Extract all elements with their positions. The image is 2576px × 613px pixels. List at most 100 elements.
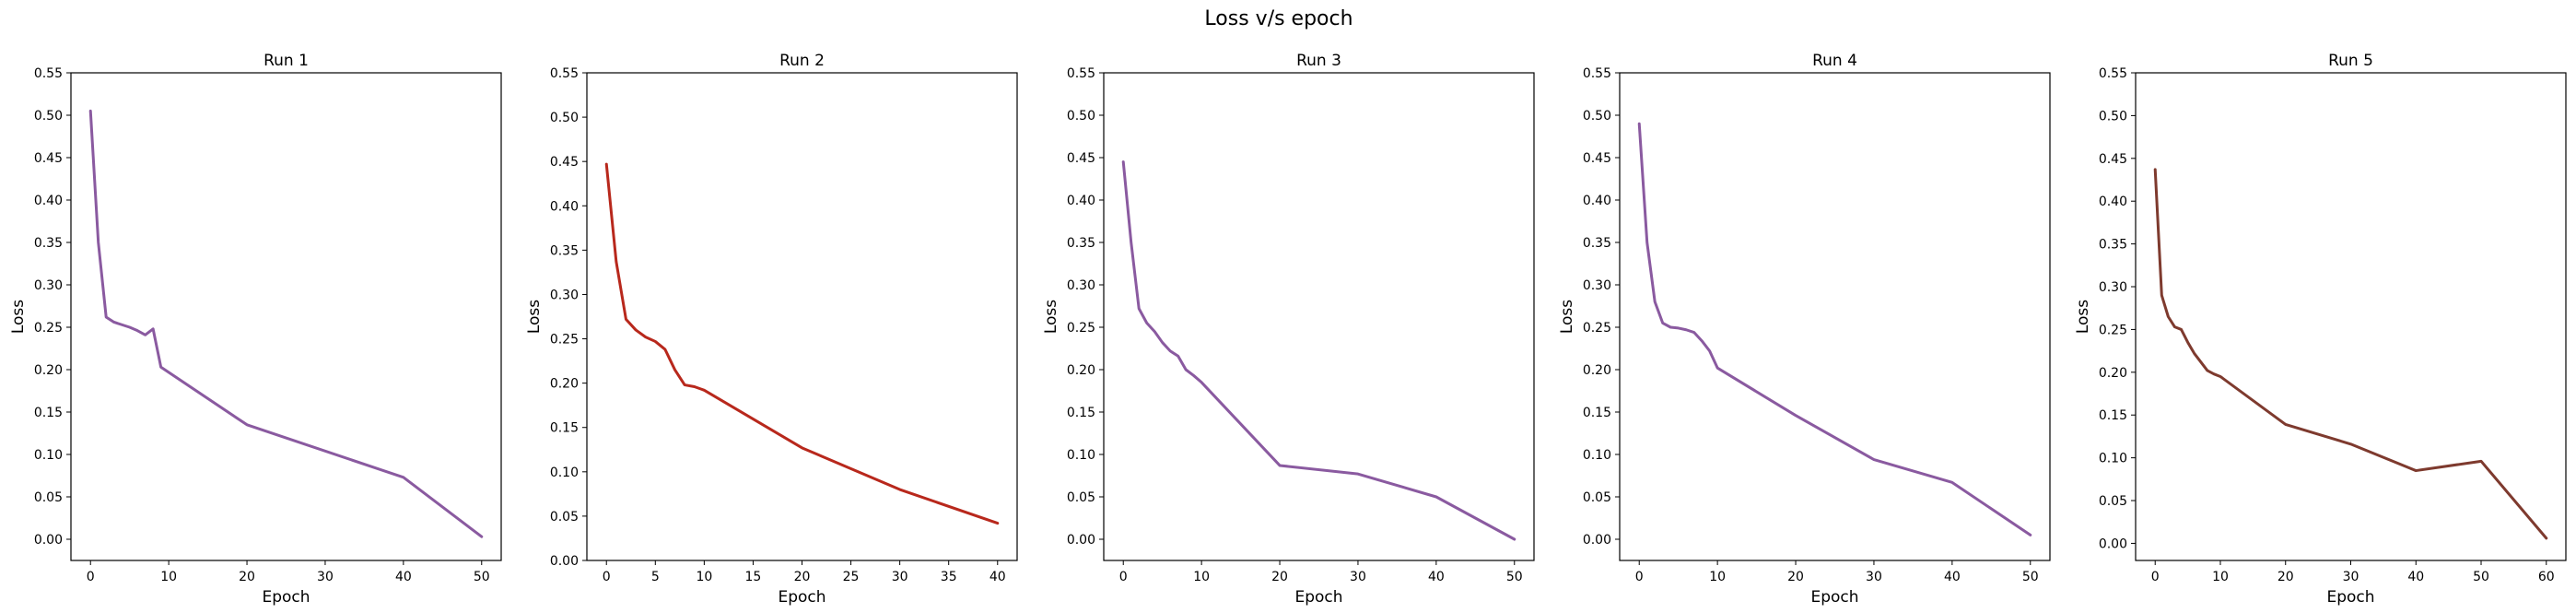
- y-tick-label: 0.50: [550, 111, 579, 125]
- x-tick-label: 40: [989, 570, 1006, 584]
- y-tick-label: 0.05: [550, 510, 579, 525]
- y-tick-label: 0.55: [34, 66, 63, 81]
- series-line: [604, 162, 1000, 525]
- y-tick-label: 0.45: [34, 151, 63, 166]
- y-tick-label: 0.20: [1067, 363, 1095, 378]
- x-tick-label: 0: [1635, 570, 1644, 584]
- y-tick-label: 0.05: [34, 490, 63, 505]
- x-tick-label: 30: [2343, 570, 2359, 584]
- y-tick-label: 0.45: [550, 155, 579, 170]
- x-tick-label: 50: [2473, 570, 2489, 584]
- y-tick-label: 0.50: [34, 109, 63, 124]
- x-tick-label: 0: [87, 570, 95, 584]
- y-tick-label: 0.35: [34, 236, 63, 251]
- x-axis-label: Epoch: [1810, 588, 1858, 607]
- x-tick-label: 15: [745, 570, 762, 584]
- y-tick-label: 0.05: [1583, 490, 1611, 505]
- subplot-title: Run 2: [779, 52, 825, 70]
- y-tick-label: 0.25: [1583, 321, 1611, 336]
- x-tick-label: 5: [651, 570, 660, 584]
- y-tick-label: 0.40: [1583, 194, 1611, 208]
- y-tick-label: 0.20: [2099, 366, 2127, 381]
- y-tick-label: 0.00: [34, 533, 63, 548]
- series-line: [88, 109, 484, 538]
- x-tick-label: 50: [474, 570, 490, 584]
- axes-frame: [586, 72, 1018, 561]
- y-tick-label: 0.55: [550, 66, 579, 81]
- x-tick-label: 30: [1350, 570, 1366, 584]
- x-tick-label: 0: [2151, 570, 2160, 584]
- y-tick-label: 0.00: [1583, 533, 1611, 548]
- series-line: [1637, 122, 2032, 536]
- x-tick-label: 0: [1119, 570, 1128, 584]
- y-tick-label: 0.00: [1067, 533, 1095, 548]
- y-tick-label: 0.15: [34, 406, 63, 420]
- x-axis-label: Epoch: [2326, 588, 2374, 607]
- x-tick-label: 10: [160, 570, 177, 584]
- x-tick-label: 60: [2538, 570, 2555, 584]
- x-tick-label: 20: [1787, 570, 1804, 584]
- y-axis-label: Loss: [1042, 300, 1060, 334]
- subplot-run-5: Run 5 0.00 0.05 0.10 0.15 0.20 0.25 0.30 0.35 0.4…: [2074, 52, 2567, 607]
- y-axis-label: Loss: [1558, 300, 1576, 334]
- y-tick-label: 0.05: [2099, 494, 2127, 509]
- x-tick-label: 30: [317, 570, 334, 584]
- y-tick-label: 0.30: [1583, 278, 1611, 293]
- y-tick-label: 0.10: [34, 448, 63, 463]
- y-tick-label: 0.30: [550, 288, 579, 302]
- y-tick-label: 0.15: [1583, 406, 1611, 420]
- subplot-run-1: Run 1 0.00 0.05 0.10 0.15 0.20 0.25 0.30 0.35 0.4…: [9, 52, 502, 607]
- x-tick-label: 10: [1709, 570, 1726, 584]
- x-tick-label: 40: [1428, 570, 1445, 584]
- subplots-group: Run 1 0.00 0.05 0.10 0.15 0.20 0.25 0.30 0.35 0.4…: [9, 52, 2567, 607]
- y-tick-label: 0.30: [1067, 278, 1095, 293]
- y-tick-label: 0.25: [1067, 321, 1095, 336]
- y-tick-label: 0.15: [550, 421, 579, 436]
- series-line: [1121, 160, 1516, 541]
- series-line: [2153, 168, 2548, 540]
- figure-suptitle: Loss v/s epoch: [1204, 7, 1352, 30]
- y-tick-label: 0.20: [34, 363, 63, 378]
- y-tick-label: 0.05: [1067, 490, 1095, 505]
- x-tick-label: 40: [1944, 570, 1961, 584]
- axes-frame: [2135, 72, 2567, 561]
- y-tick-label: 0.55: [2099, 66, 2127, 81]
- subplot-title: Run 1: [263, 52, 309, 70]
- y-tick-label: 0.25: [34, 321, 63, 336]
- y-tick-label: 0.40: [1067, 194, 1095, 208]
- y-axis-label: Loss: [2074, 300, 2092, 334]
- y-tick-label: 0.00: [550, 554, 579, 569]
- y-axis-label: Loss: [9, 300, 28, 334]
- y-tick-label: 0.25: [550, 333, 579, 348]
- y-tick-label: 0.25: [2099, 323, 2127, 337]
- x-tick-label: 50: [2022, 570, 2039, 584]
- y-axis-label: Loss: [525, 300, 544, 334]
- y-tick-label: 0.45: [1067, 151, 1095, 166]
- y-tick-label: 0.20: [550, 377, 579, 392]
- y-tick-label: 0.50: [1067, 109, 1095, 124]
- x-tick-label: 10: [1193, 570, 1210, 584]
- y-tick-label: 0.35: [2099, 238, 2127, 253]
- y-tick-label: 0.35: [550, 243, 579, 258]
- x-tick-label: 50: [1506, 570, 1523, 584]
- y-tick-label: 0.15: [2099, 408, 2127, 423]
- subplot-title: Run 3: [1296, 52, 1341, 70]
- y-tick-label: 0.35: [1067, 236, 1095, 251]
- y-tick-label: 0.10: [1067, 448, 1095, 463]
- x-tick-label: 25: [843, 570, 860, 584]
- y-tick-label: 0.00: [2099, 536, 2127, 551]
- y-tick-label: 0.40: [550, 199, 579, 214]
- y-tick-label: 0.35: [1583, 236, 1611, 251]
- x-axis-label: Epoch: [778, 588, 825, 607]
- subplot-title: Run 4: [1812, 52, 1857, 70]
- x-tick-label: 40: [395, 570, 412, 584]
- y-tick-label: 0.50: [1583, 109, 1611, 124]
- y-tick-label: 0.30: [34, 278, 63, 293]
- axes-frame: [1103, 72, 1535, 561]
- y-tick-label: 0.55: [1067, 66, 1095, 81]
- x-tick-label: 40: [2407, 570, 2424, 584]
- y-tick-label: 0.40: [34, 194, 63, 208]
- x-tick-label: 20: [2277, 570, 2294, 584]
